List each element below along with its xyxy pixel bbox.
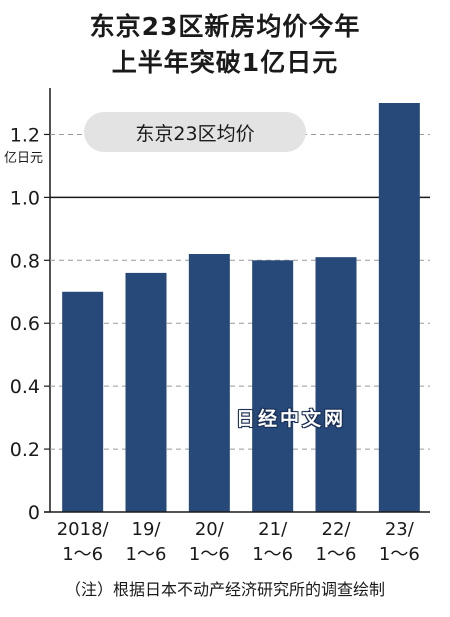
y-tick-label: 0.8: [10, 250, 40, 272]
x-tick-label-range: 1～6: [189, 544, 230, 565]
x-tick-label-range: 1～6: [379, 544, 420, 565]
x-tick-label-range: 1～6: [126, 544, 167, 565]
x-tick-label: 19/: [132, 519, 162, 540]
x-tick-label: 23/: [385, 519, 415, 540]
y-tick-label: 0: [28, 502, 40, 524]
y-tick-label: 0.2: [10, 439, 40, 461]
bar: [125, 272, 167, 512]
chart-title-line-2: 上半年突破1亿日元: [111, 48, 339, 77]
bar: [188, 254, 230, 512]
chart-title-line-1: 东京23区新房均价今年: [89, 12, 361, 41]
legend-label: 东京23区均价: [135, 123, 254, 145]
x-tick-label: 21/: [258, 519, 288, 540]
legend-pill: [84, 112, 306, 152]
y-tick-label: 0.4: [10, 376, 40, 398]
x-tick-label-range: 1～6: [252, 544, 293, 565]
x-tick-label: 20/: [195, 519, 225, 540]
bar: [315, 257, 357, 512]
watermark-text: 日经中文网: [236, 408, 347, 430]
x-tick-label: 22/: [322, 519, 352, 540]
y-tick-label: 1.2: [10, 124, 40, 146]
y-tick-label: 1.0: [10, 187, 40, 209]
footnote: （注）根据日本不动产经济研究所的调查绘制: [64, 580, 385, 599]
x-tick-label: 2018/: [57, 519, 110, 540]
bar: [378, 103, 420, 512]
bar: [62, 291, 104, 512]
y-tick-label: 0.6: [10, 313, 40, 335]
x-tick-label-range: 1～6: [62, 544, 103, 565]
y-axis-label: 亿日元: [4, 151, 43, 166]
bar: [252, 260, 294, 512]
x-tick-label-range: 1～6: [316, 544, 357, 565]
